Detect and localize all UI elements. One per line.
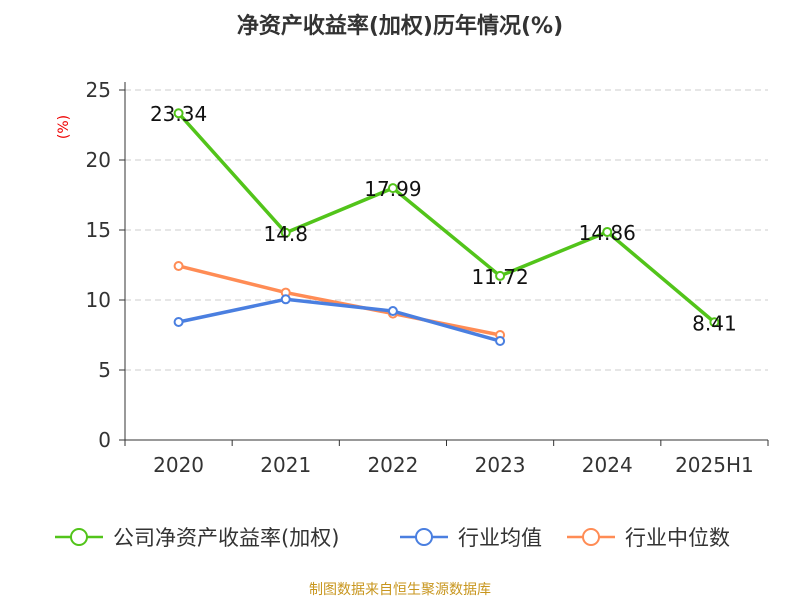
data-point	[173, 316, 184, 327]
y-tick-label: 0	[98, 428, 111, 452]
data-point	[387, 306, 398, 317]
y-axis-label: (%)	[56, 115, 72, 139]
x-tick-label: 2023	[475, 453, 526, 477]
legend-marker	[582, 528, 600, 546]
data-point	[173, 108, 184, 119]
x-tick-label: 2021	[260, 453, 311, 477]
y-tick-label: 15	[86, 218, 111, 242]
data-point	[709, 317, 720, 328]
data-label: 14.8	[263, 222, 308, 246]
legend-label[interactable]: 公司净资产收益率(加权)	[113, 526, 339, 550]
x-tick-label: 2024	[582, 453, 633, 477]
series-line-1	[178, 297, 501, 343]
source-note: 制图数据来自恒生聚源数据库	[309, 582, 491, 598]
legend-marker	[415, 528, 433, 546]
y-tick-label: 10	[86, 288, 111, 312]
y-tick-label: 25	[86, 78, 111, 102]
data-point	[495, 336, 506, 347]
data-point	[280, 227, 291, 238]
series-line-0	[177, 112, 716, 324]
data-label: 8.41	[692, 311, 737, 335]
data-label: 14.86	[579, 221, 636, 245]
data-point	[495, 270, 506, 281]
legend-label[interactable]: 行业中位数	[625, 526, 730, 550]
x-tick-label: 2022	[367, 453, 418, 477]
chart-title: 净资产收益率(加权)历年情况(%)	[237, 13, 563, 39]
data-point	[280, 294, 291, 305]
data-point	[387, 183, 398, 194]
data-label: 17.99	[364, 177, 421, 201]
legend-marker	[70, 528, 88, 546]
y-tick-label: 5	[98, 358, 111, 382]
data-point	[173, 260, 184, 271]
x-tick-label: 2020	[153, 453, 204, 477]
data-point	[602, 226, 613, 237]
data-label: 23.34	[150, 102, 207, 126]
data-label: 11.72	[471, 265, 528, 289]
y-tick-label: 20	[86, 148, 111, 172]
legend-label[interactable]: 行业均值	[458, 526, 542, 550]
x-tick-label: 2025H1	[675, 453, 754, 477]
